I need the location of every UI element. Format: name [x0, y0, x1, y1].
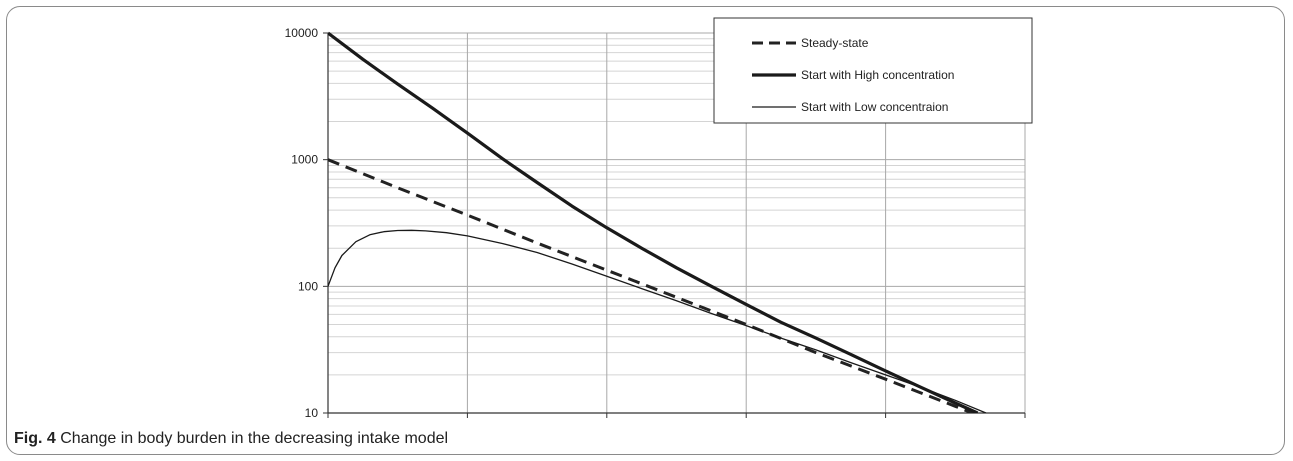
figure-frame [6, 6, 1285, 455]
y-tick-label: 10000 [285, 26, 319, 40]
series-lines [328, 31, 987, 413]
legend-label: Start with High concentration [801, 68, 954, 82]
caption-label: Fig. 4 [14, 430, 56, 447]
series-line-3 [328, 229, 987, 413]
y-tick-label: 10 [305, 406, 319, 420]
legend-box [713, 17, 1033, 124]
y-tick-labels: 10 100 1000 10000 [285, 26, 319, 420]
y-tick-label: 100 [298, 279, 318, 293]
minor-gridlines [328, 38, 1025, 376]
axes [323, 32, 1026, 418]
caption-text: Change in body burden in the decreasing … [55, 430, 449, 447]
chart: 10 100 1000 10000 Steady-state Start with Hi… [285, 17, 1033, 420]
series-line-2 [328, 31, 979, 413]
series-line-1 [328, 158, 977, 413]
legend: Steady-state Start with High concentratio… [713, 17, 1033, 124]
legend-label: Steady-state [801, 36, 869, 50]
legend-label: Start with Low concentraion [801, 100, 948, 114]
y-tick-label: 1000 [291, 153, 318, 167]
figure-caption: Fig. 4 Change in body burden in the decr… [14, 430, 448, 448]
